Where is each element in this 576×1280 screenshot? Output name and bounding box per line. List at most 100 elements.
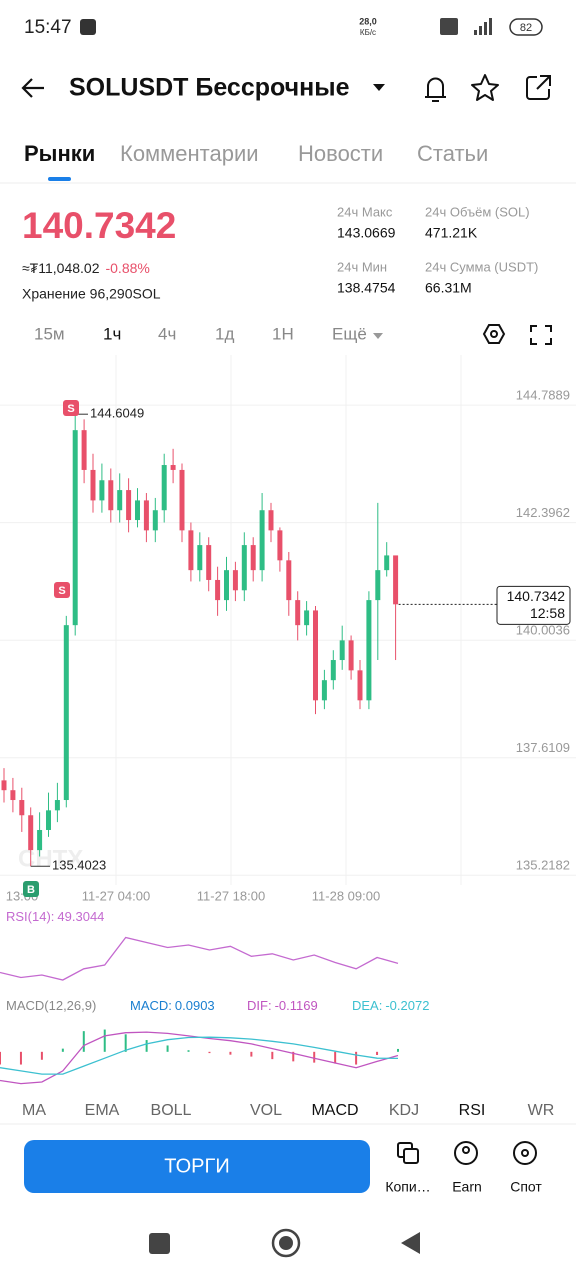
interval[interactable]: 1д xyxy=(215,324,234,343)
macd-value: 0.0903 xyxy=(175,998,215,1013)
action-label[interactable]: Спот xyxy=(510,1179,542,1195)
back-button[interactable] xyxy=(21,78,44,98)
actions: Копи… Earn Спот xyxy=(385,1179,542,1195)
trade-label[interactable]: ТОРГИ xyxy=(164,1155,229,1177)
candle-body xyxy=(224,570,229,601)
alert-icon[interactable] xyxy=(425,77,446,102)
candle-body xyxy=(304,610,310,626)
tab[interactable]: Рынки xyxy=(24,141,95,166)
candle-chart: 135.2182 137.6109 140.0036 142.3962 144.7889… xyxy=(0,355,576,903)
nav-back[interactable] xyxy=(401,1232,420,1254)
stat-value: 138.4754 xyxy=(337,280,396,296)
candle-body xyxy=(206,545,212,580)
last-price: 140.7342 xyxy=(22,205,176,246)
price-approx: ≈₮11,048.02 -0.88% xyxy=(22,260,150,276)
y-tick-label: 135.2182 xyxy=(516,858,570,873)
tab[interactable]: Комментарии xyxy=(120,141,259,166)
clock: 15:47 xyxy=(24,17,72,38)
candle-body xyxy=(215,579,221,601)
candle-body xyxy=(37,829,43,851)
low-label: 135.4023 xyxy=(52,858,106,873)
candle-body xyxy=(366,600,372,701)
trade-marker xyxy=(63,400,79,416)
favorite-icon[interactable] xyxy=(471,74,499,101)
stat-label: 24ч Объём (SOL) xyxy=(425,204,530,219)
battery xyxy=(509,18,543,36)
nav-home[interactable] xyxy=(271,1228,301,1258)
indicator-tab[interactable]: MACD xyxy=(311,1102,358,1119)
fullscreen[interactable] xyxy=(530,325,552,345)
candle-body xyxy=(277,530,283,561)
candle-body xyxy=(1,780,7,791)
share-icon[interactable] xyxy=(526,75,551,100)
action-label[interactable]: Earn xyxy=(452,1179,482,1195)
interval[interactable]: 15м xyxy=(34,324,65,343)
indicator-tab[interactable]: MA xyxy=(22,1102,46,1119)
x-tick-label: 11-27 18:00 xyxy=(197,888,265,903)
candle-body xyxy=(339,640,345,661)
candle-body xyxy=(152,510,158,531)
candle-body xyxy=(143,500,149,531)
dropdown-icon[interactable] xyxy=(373,84,385,91)
x-tick-label: 11-27 04:00 xyxy=(82,888,150,903)
tab[interactable]: Статьи xyxy=(417,141,488,166)
nav-home-dot xyxy=(279,1236,293,1250)
tab[interactable]: Новости xyxy=(298,141,383,166)
active-tab-indicator xyxy=(48,177,71,181)
indicator-tab[interactable]: VOL xyxy=(250,1102,282,1119)
signal-icons xyxy=(440,18,492,35)
action-icons[interactable] xyxy=(397,1141,537,1165)
candle-body xyxy=(232,570,238,591)
stats: 24ч Макс 143.0669 24ч Объём (SOL) 471.21K 24… xyxy=(337,204,538,295)
holding: Хранение 96,290SOL xyxy=(22,286,161,302)
candle-body xyxy=(63,625,69,801)
more-caret[interactable] xyxy=(373,333,383,339)
candle-body xyxy=(286,560,292,601)
candle-body xyxy=(99,480,105,501)
change: -0.88% xyxy=(105,260,149,276)
intervals: 15м 1ч 4ч 1д 1Н Ещё xyxy=(34,324,367,343)
candle-body xyxy=(250,545,256,571)
indicator-tab[interactable]: WR xyxy=(528,1102,555,1119)
indicator-tab[interactable]: EMA xyxy=(85,1102,120,1119)
candle-body xyxy=(72,430,78,626)
last-price-box xyxy=(496,585,571,625)
indicator-tab[interactable]: BOLL xyxy=(151,1102,192,1119)
countdown: 12:58 xyxy=(530,605,565,621)
macd-title: MACD(12,26,9) xyxy=(6,998,96,1013)
candle-body xyxy=(117,490,123,511)
trade-marker xyxy=(54,582,70,598)
trade-button[interactable] xyxy=(24,1140,370,1193)
y-tick-label: 140.0036 xyxy=(516,623,570,638)
candle-body xyxy=(321,680,327,701)
dif-value: -0.1169 xyxy=(275,998,318,1013)
stat-value: 471.21K xyxy=(425,225,478,241)
dea-label: DEA: xyxy=(352,998,382,1013)
stat-label: 24ч Макс xyxy=(337,204,393,219)
candle-body xyxy=(81,430,87,470)
chart-settings[interactable] xyxy=(482,324,506,344)
y-tick-label: 137.6109 xyxy=(516,740,570,755)
candle-body xyxy=(90,469,96,501)
indicator-tab[interactable]: RSI xyxy=(459,1102,486,1119)
battery-level: 82 xyxy=(520,22,532,34)
action-label[interactable]: Копи… xyxy=(385,1179,430,1195)
interval[interactable]: 1ч xyxy=(103,324,121,343)
candle-body xyxy=(54,800,60,811)
trade-marker-label: S xyxy=(58,585,65,597)
interval[interactable]: 1Н xyxy=(272,324,294,343)
symbol-title[interactable]: SOLUSDT Бессрочные xyxy=(69,74,350,102)
candle-body xyxy=(268,510,274,531)
interval[interactable]: Ещё xyxy=(332,324,367,343)
indicator-tab[interactable]: KDJ xyxy=(389,1102,419,1119)
trade-marker xyxy=(23,881,39,897)
interval[interactable]: 4ч xyxy=(158,324,176,343)
nav-recents[interactable] xyxy=(149,1233,170,1254)
candle-body xyxy=(179,469,185,531)
rsi-label: RSI(14): xyxy=(6,909,54,924)
stat-label: 24ч Мин xyxy=(337,259,387,274)
candle-body xyxy=(108,480,114,511)
dea-value: -0.2072 xyxy=(385,998,429,1013)
high-label: 144.6049 xyxy=(90,406,144,421)
